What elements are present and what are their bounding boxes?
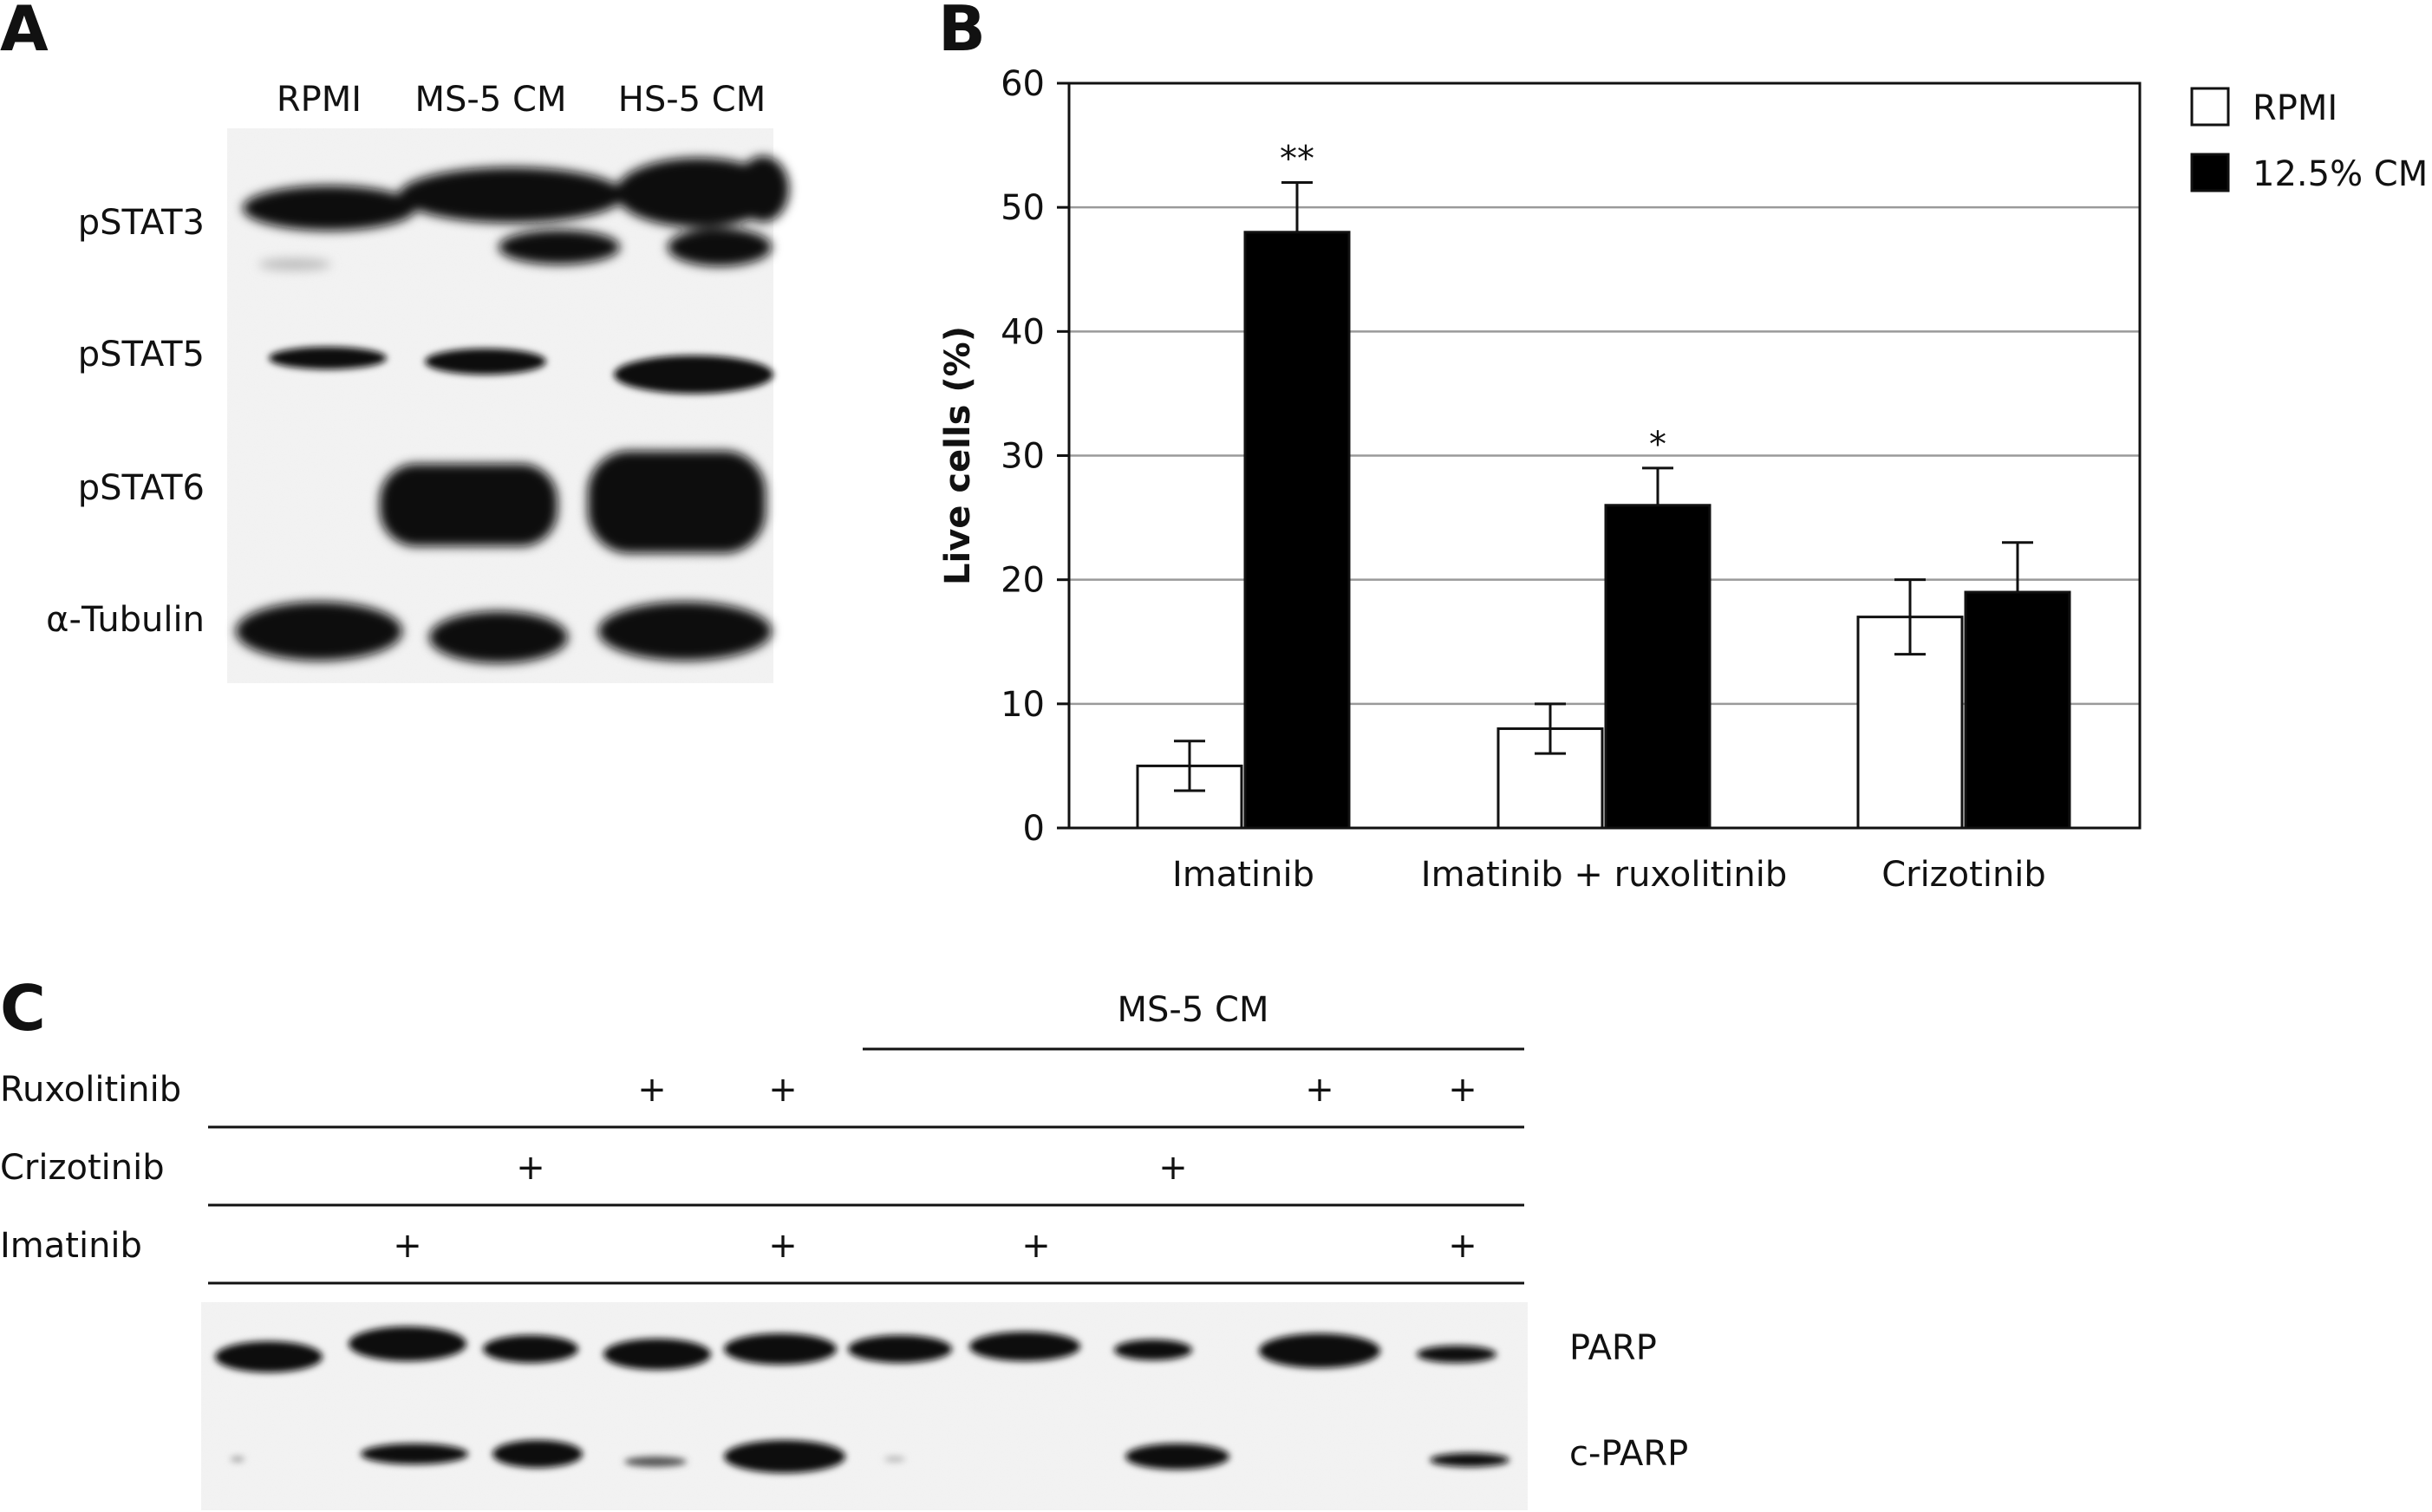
row-label-pstat5: pSTAT5 (78, 335, 205, 375)
bar-12-5-cm-0 (1243, 231, 1351, 830)
plus-mark: + (1448, 1070, 1477, 1110)
legend-swatch (2190, 153, 2230, 192)
plus-mark: + (1305, 1070, 1334, 1110)
plus-mark: + (1158, 1148, 1188, 1188)
panel-b-label: B (938, 0, 986, 65)
y-tick-label: 50 (1001, 188, 1045, 228)
western-blot-image-c (201, 1302, 1528, 1510)
y-tick-label: 10 (1001, 685, 1045, 725)
panel-b: B 0 10 20 30 40 50 60 Live cells (%) ** Imatinib *… (938, 0, 2428, 895)
group-label-ms5-cm: MS-5 CM (1118, 990, 1269, 1030)
panel-c-label: C (0, 972, 46, 1045)
y-tick-label: 30 (1001, 437, 1045, 477)
significance-marker: * (1649, 425, 1666, 465)
band-label-parp: PARP (1569, 1328, 1657, 1368)
panel-a-label: A (0, 0, 49, 65)
significance-marker: ** (1280, 140, 1314, 179)
treatment-label-ruxolitinib: Ruxolitinib (0, 1070, 181, 1110)
legend-label: RPMI (2253, 88, 2337, 128)
panel-c: C MS-5 CM Ruxolitinib Crizotinib Imatini… (0, 972, 1688, 1510)
treatment-label-crizotinib: Crizotinib (0, 1148, 165, 1188)
plus-mark: + (1021, 1226, 1051, 1266)
lane-label-ms5-cm: MS-5 CM (415, 80, 567, 120)
lane-label-hs5-cm: HS-5 CM (618, 80, 766, 120)
x-category-label: Imatinib (1172, 855, 1314, 895)
y-tick-label: 20 (1001, 561, 1045, 601)
plus-mark: + (768, 1070, 798, 1110)
plus-mark: + (768, 1226, 798, 1266)
row-label-pstat6: pSTAT6 (78, 468, 205, 508)
legend-label: 12.5% CM (2253, 154, 2428, 194)
x-category-label: Crizotinib (1881, 855, 2046, 895)
plus-mark: + (393, 1226, 422, 1266)
x-category-label: Imatinib + ruxolitinib (1421, 855, 1787, 895)
plus-mark: + (637, 1070, 667, 1110)
row-label-pstat3: pSTAT3 (78, 203, 205, 243)
y-tick-label: 40 (1001, 312, 1045, 352)
plus-mark: + (1448, 1226, 1477, 1266)
treatment-plus-marks: + + + + + + + + + + (393, 1070, 1477, 1266)
band-label-c-parp: c-PARP (1569, 1434, 1688, 1474)
lane-label-rpmi: RPMI (277, 80, 362, 120)
bar-chart: 0 10 20 30 40 50 60 Live cells (%) ** Imatinib * Im… (938, 64, 2428, 895)
y-tick-label: 60 (1001, 64, 1045, 104)
y-tick-label: 0 (1023, 809, 1045, 849)
bar-12-5-cm-2 (1964, 590, 2071, 830)
row-label-alpha-tubulin: α-Tubulin (46, 600, 205, 640)
bar-12-5-cm-1 (1604, 504, 1712, 830)
western-blot-image-a (227, 128, 789, 683)
legend-swatch (2190, 87, 2230, 127)
plus-mark: + (516, 1148, 545, 1188)
panel-a: A RPMI MS-5 CM HS-5 CM pSTAT3 pSTAT5 pST… (0, 0, 789, 683)
y-axis-label: Live cells (%) (938, 326, 978, 585)
treatment-label-imatinib: Imatinib (0, 1226, 142, 1266)
